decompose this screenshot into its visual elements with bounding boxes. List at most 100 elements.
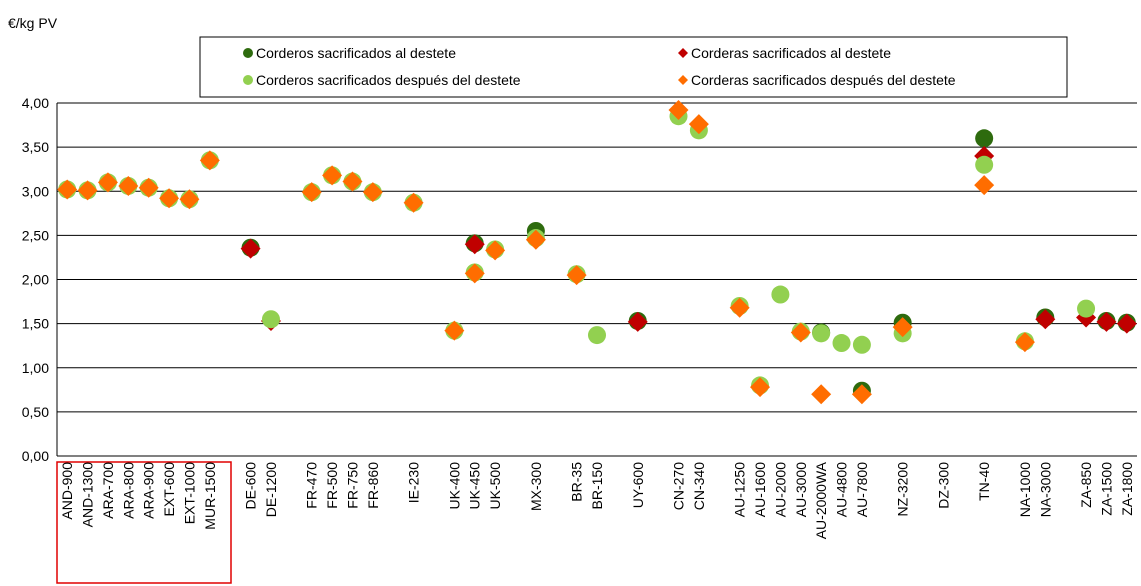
data-point xyxy=(301,182,322,203)
legend-marker xyxy=(678,48,688,58)
legend-label: Corderos sacrificados después del destet… xyxy=(256,72,521,88)
data-point xyxy=(240,238,261,259)
data-point xyxy=(892,317,913,338)
data-point xyxy=(668,100,689,121)
y-axis-label: €/kg PV xyxy=(8,15,58,31)
data-point xyxy=(1077,299,1096,318)
x-tick-label: DZ-300 xyxy=(935,462,951,509)
x-tick-label: ARA-900 xyxy=(141,462,157,519)
x-tick-label: AU-4800 xyxy=(834,462,850,517)
legend-marker xyxy=(243,48,253,58)
x-tick-label: CN-340 xyxy=(691,462,707,510)
x-tick-label: UK-400 xyxy=(446,462,462,510)
x-tick-label: UK-500 xyxy=(487,462,503,510)
x-tick-label: FR-470 xyxy=(304,462,320,509)
y-tick-label: 1,00 xyxy=(22,360,49,376)
data-point xyxy=(179,189,200,210)
x-tick-label: DE-1200 xyxy=(263,462,279,517)
x-tick-label: IE-230 xyxy=(406,462,422,503)
data-point xyxy=(974,175,995,196)
data-point xyxy=(688,114,709,135)
x-tick-label: MX-300 xyxy=(528,462,544,511)
data-point xyxy=(852,335,871,354)
x-tick-label: DE-600 xyxy=(243,462,259,510)
legend-label: Corderas sacrificados al destete xyxy=(691,45,891,61)
data-point xyxy=(566,265,587,286)
data-point xyxy=(403,192,424,213)
y-tick-label: 0,00 xyxy=(22,448,49,464)
x-tick-label: FR-860 xyxy=(365,462,381,509)
data-point xyxy=(77,180,98,201)
data-point xyxy=(1116,313,1137,334)
y-tick-label: 3,50 xyxy=(22,139,49,155)
legend-label: Corderas sacrificados después del destet… xyxy=(691,72,956,88)
data-point xyxy=(525,229,546,250)
data-point xyxy=(1035,309,1056,330)
x-tick-label: NA-3000 xyxy=(1037,462,1053,517)
y-tick-label: 3,00 xyxy=(22,183,49,199)
data-point xyxy=(790,322,811,343)
highlight-box xyxy=(56,461,232,584)
data-point xyxy=(485,240,506,261)
data-point xyxy=(118,175,139,196)
legend-marker xyxy=(243,75,253,85)
data-point xyxy=(627,311,648,332)
data-point xyxy=(342,171,363,192)
y-tick-label: 2,50 xyxy=(22,227,49,243)
x-tick-label: AU-2000 xyxy=(772,462,788,517)
legend-box xyxy=(199,36,1068,98)
x-tick-label: UY-600 xyxy=(630,462,646,508)
data-point xyxy=(464,263,485,284)
data-point xyxy=(975,129,994,148)
x-tick-label: AU-2000WA xyxy=(813,461,829,539)
x-tick-label: TN-40 xyxy=(976,462,992,501)
data-point xyxy=(199,150,220,171)
data-point xyxy=(588,326,606,345)
x-tick-label: MUR-1500 xyxy=(202,462,218,530)
data-point xyxy=(975,155,994,174)
data-point xyxy=(1014,332,1035,353)
x-tick-label: AND-900 xyxy=(59,462,75,520)
legend-marker xyxy=(678,75,688,85)
y-tick-label: 1,50 xyxy=(22,316,49,332)
data-point xyxy=(444,320,465,341)
x-tick-label: FR-750 xyxy=(344,462,360,509)
data-point xyxy=(851,384,872,405)
x-tick-label: AU-7800 xyxy=(854,462,870,517)
legend-label: Corderos sacrificados al destete xyxy=(256,45,456,61)
data-point xyxy=(97,172,118,193)
data-point xyxy=(771,285,790,304)
x-tick-label: ARA-700 xyxy=(100,462,116,519)
x-tick-label: ZA-1800 xyxy=(1119,462,1135,516)
x-tick-label: NA-1000 xyxy=(1017,462,1033,517)
x-tick-label: CN-270 xyxy=(671,462,687,510)
data-point xyxy=(811,384,832,405)
y-tick-label: 2,00 xyxy=(22,272,49,288)
data-point xyxy=(1096,311,1117,332)
x-tick-label: AU-1250 xyxy=(732,462,748,517)
x-tick-label: EXT-1000 xyxy=(181,462,197,524)
data-point xyxy=(750,377,771,398)
data-point xyxy=(138,177,159,198)
data-point xyxy=(464,234,485,255)
data-point xyxy=(261,310,280,329)
x-tick-label: BR-35 xyxy=(569,462,585,502)
x-tick-label: UK-450 xyxy=(467,462,483,510)
y-tick-label: 0,50 xyxy=(22,404,49,420)
x-tick-label: NZ-3200 xyxy=(895,462,911,517)
x-tick-label: AND-1300 xyxy=(80,462,96,528)
x-tick-label: BR-150 xyxy=(589,462,605,510)
x-tick-label: FR-500 xyxy=(324,462,340,509)
x-tick-label: EXT-600 xyxy=(161,462,177,517)
data-point xyxy=(729,297,750,318)
x-tick-label: ARA-800 xyxy=(120,462,136,519)
y-tick-label: 4,00 xyxy=(22,95,49,111)
data-point xyxy=(322,165,343,186)
data-point xyxy=(57,179,78,200)
x-tick-label: ZA-850 xyxy=(1078,462,1094,508)
x-tick-label: ZA-1500 xyxy=(1098,462,1114,516)
data-point xyxy=(362,182,383,203)
x-tick-label: AU-1600 xyxy=(752,462,768,517)
data-point xyxy=(159,188,180,209)
